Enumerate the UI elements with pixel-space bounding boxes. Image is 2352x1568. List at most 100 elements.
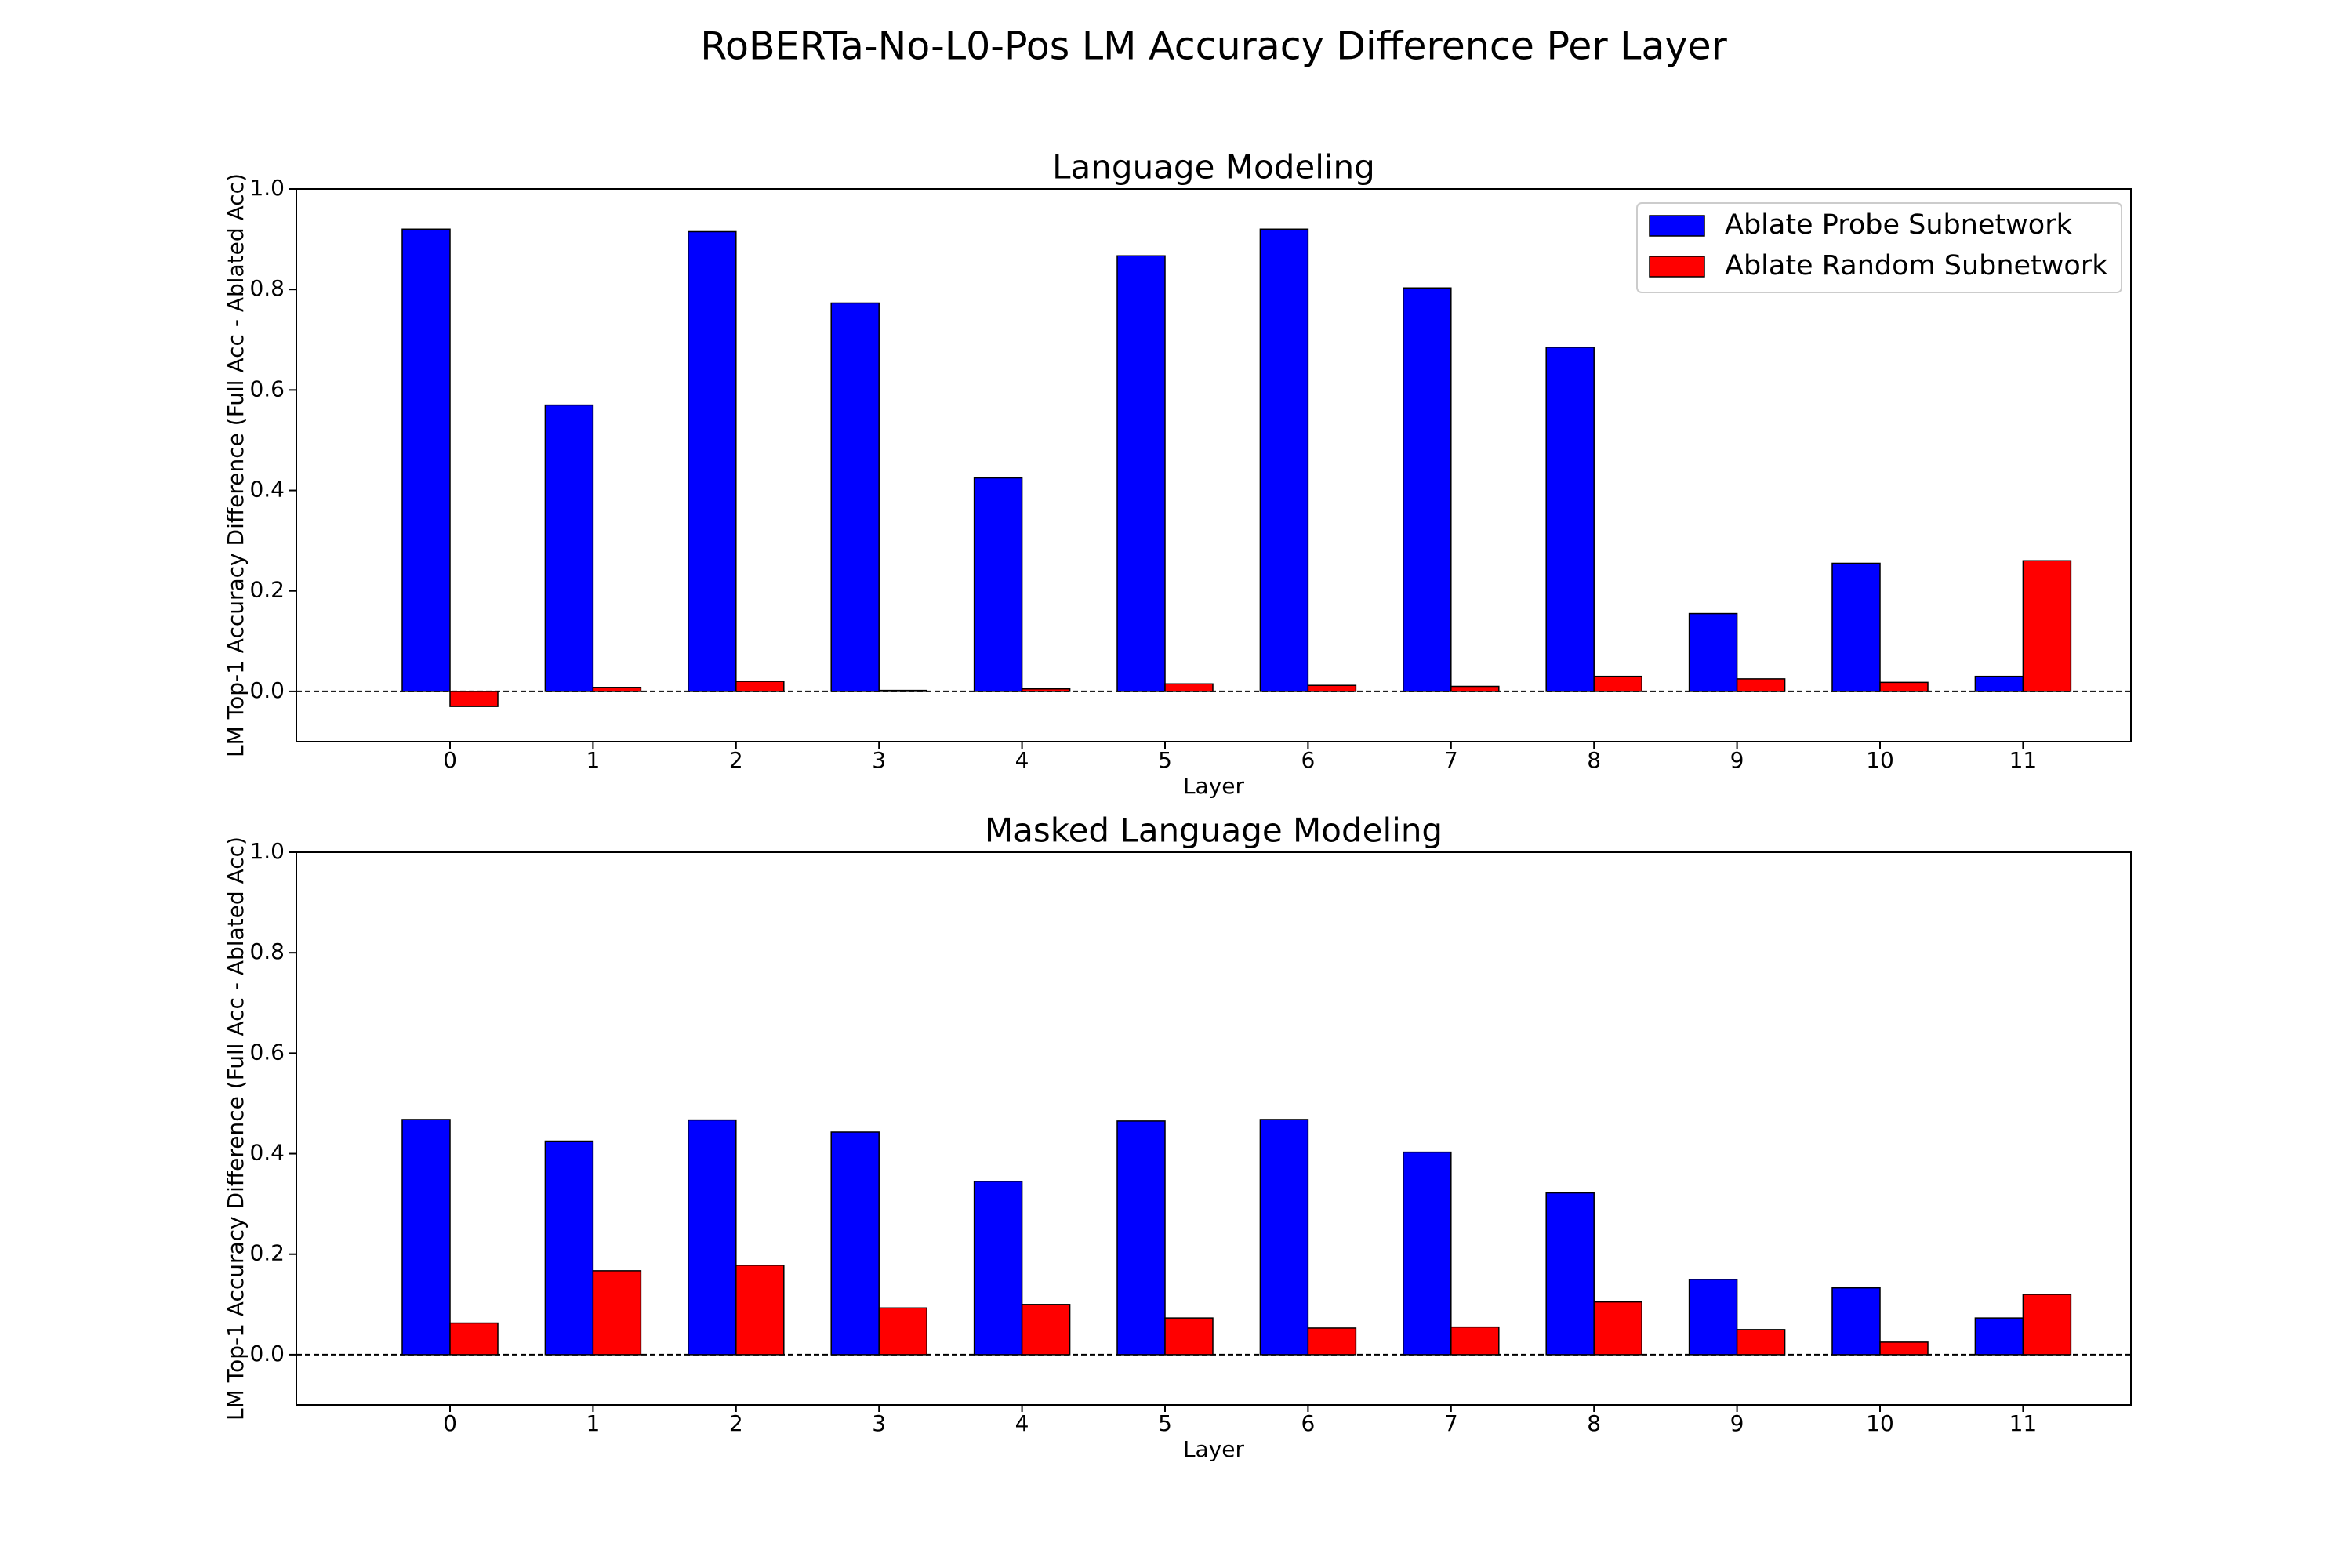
bar-series-2-layer-3 bbox=[878, 1307, 927, 1356]
bar-series-2-layer-1 bbox=[592, 1270, 642, 1356]
bar-series-1-layer-1 bbox=[544, 404, 594, 692]
y-tick-label: 0.2 bbox=[249, 1240, 285, 1266]
x-tick-label: 2 bbox=[729, 1410, 743, 1436]
y-tick-label: 0.4 bbox=[249, 477, 285, 503]
x-tick-label: 8 bbox=[1587, 747, 1601, 773]
bar-series-2-layer-8 bbox=[1593, 1301, 1642, 1356]
x-tick-label: 11 bbox=[2009, 1410, 2038, 1436]
bar-series-2-layer-2 bbox=[735, 1265, 785, 1356]
bar-series-1-layer-9 bbox=[1688, 1279, 1738, 1356]
x-tick-label: 10 bbox=[1866, 747, 1894, 773]
x-tick-label: 11 bbox=[2009, 747, 2038, 773]
bar-series-2-layer-0 bbox=[449, 691, 499, 707]
bar-series-2-layer-5 bbox=[1164, 1317, 1214, 1356]
legend-swatch bbox=[1649, 215, 1705, 237]
charts: 0.00.20.40.60.81.00 1 2 3 4 5 6 7 8 9 10 11Language… bbox=[223, 148, 2132, 1462]
legend-label: Ablate Random Subnetwork bbox=[1725, 250, 2108, 281]
bar-series-1-layer-4 bbox=[973, 1181, 1023, 1356]
subplot-title: Masked Language Modeling bbox=[985, 811, 1443, 850]
bar-series-1-layer-7 bbox=[1403, 1151, 1452, 1356]
bar-series-1-layer-11 bbox=[1974, 1317, 2024, 1356]
y-tick-label: 1.0 bbox=[249, 175, 285, 201]
y-tick-label: 0.2 bbox=[249, 577, 285, 603]
bar-series-1-layer-3 bbox=[830, 302, 880, 692]
legend-swatch bbox=[1649, 256, 1705, 278]
bar-series-1-layer-9 bbox=[1688, 612, 1738, 692]
y-tick-label: 0.6 bbox=[249, 376, 285, 401]
bar-series-2-layer-9 bbox=[1736, 1329, 1786, 1356]
bar-series-1-layer-8 bbox=[1545, 347, 1595, 692]
x-tick-label: 8 bbox=[1587, 1410, 1601, 1436]
bar-series-2-layer-6 bbox=[1307, 684, 1357, 692]
bar-series-2-layer-6 bbox=[1307, 1327, 1357, 1356]
bar-series-1-layer-2 bbox=[688, 1119, 737, 1356]
x-tick-label: 7 bbox=[1444, 747, 1458, 773]
x-tick-label: 3 bbox=[872, 1410, 886, 1436]
bar-series-1-layer-10 bbox=[1831, 562, 1881, 692]
x-tick-label: 5 bbox=[1158, 747, 1172, 773]
bar-series-1-layer-0 bbox=[401, 228, 451, 692]
bar-series-2-layer-9 bbox=[1736, 678, 1786, 692]
plot-frame bbox=[296, 851, 2132, 1406]
y-tick-label: 0.8 bbox=[249, 275, 285, 301]
bar-series-1-layer-8 bbox=[1545, 1192, 1595, 1356]
bar-series-1-layer-5 bbox=[1116, 255, 1166, 692]
x-tick-label: 4 bbox=[1015, 747, 1029, 773]
chart-2: 0.0 0.2 0.4 0.6 0.8 1.0 0 1 2 3 4 5 6 7 8 9 10 11 Masked L… bbox=[223, 811, 2132, 1462]
legend-label: Ablate Probe Subnetwork bbox=[1725, 209, 2073, 241]
y-axis-label: LM Top-1 Accuracy Difference (Full Acc -… bbox=[223, 837, 249, 1421]
x-tick-label: 6 bbox=[1301, 1410, 1315, 1436]
x-tick-label: 5 bbox=[1158, 1410, 1172, 1436]
bar-series-1-layer-4 bbox=[973, 477, 1023, 692]
x-tick-label: 10 bbox=[1866, 1410, 1894, 1436]
x-tick-label: 9 bbox=[1730, 747, 1744, 773]
subplot-title: Language Modeling bbox=[1052, 148, 1375, 187]
x-tick-label: 2 bbox=[729, 747, 743, 773]
bar-series-1-layer-0 bbox=[401, 1119, 451, 1356]
bar-series-1-layer-11 bbox=[1974, 675, 2024, 692]
bar-series-1-layer-3 bbox=[830, 1131, 880, 1356]
y-tick-label: 0.8 bbox=[249, 938, 285, 964]
bar-series-2-layer-7 bbox=[1450, 1326, 1500, 1356]
bar-series-1-layer-5 bbox=[1116, 1120, 1166, 1356]
chart-1: 0.0 0.2 0.4 0.6 0.8 1.0 0 1 2 3 4 5 6 7 8 9 10 11 Language… bbox=[223, 148, 2132, 799]
bar-series-1-layer-7 bbox=[1403, 287, 1452, 692]
y-tick-label: 0.0 bbox=[249, 677, 285, 703]
x-tick-label: 1 bbox=[586, 1410, 600, 1436]
y-tick-label: 0.4 bbox=[249, 1140, 285, 1166]
x-tick-label: 1 bbox=[586, 747, 600, 773]
x-tick-label: 4 bbox=[1015, 1410, 1029, 1436]
bar-series-1-layer-6 bbox=[1259, 228, 1309, 692]
bar-series-1-layer-1 bbox=[544, 1140, 594, 1356]
x-axis-label: Layer bbox=[1183, 773, 1245, 799]
bar-series-2-layer-2 bbox=[735, 681, 785, 692]
bar-series-2-layer-1 bbox=[592, 687, 642, 692]
bar-series-2-layer-7 bbox=[1450, 685, 1500, 692]
x-tick-label: 9 bbox=[1730, 1410, 1744, 1436]
x-tick-label: 3 bbox=[872, 747, 886, 773]
bar-series-2-layer-0 bbox=[449, 1322, 499, 1356]
bar-series-2-layer-11 bbox=[2022, 560, 2072, 692]
x-tick-label: 7 bbox=[1444, 1410, 1458, 1436]
bar-series-1-layer-10 bbox=[1831, 1287, 1881, 1356]
bar-series-2-layer-11 bbox=[2022, 1294, 2072, 1356]
bar-series-2-layer-8 bbox=[1593, 675, 1642, 692]
y-tick-label: 0.6 bbox=[249, 1039, 285, 1065]
x-tick-label: 6 bbox=[1301, 747, 1315, 773]
bar-series-1-layer-6 bbox=[1259, 1119, 1309, 1356]
bar-series-2-layer-5 bbox=[1164, 683, 1214, 692]
bar-series-1-layer-2 bbox=[688, 230, 737, 692]
y-axis-label: LM Top-1 Accuracy Difference (Full Acc -… bbox=[223, 173, 249, 757]
bar-series-2-layer-10 bbox=[1879, 681, 1929, 692]
x-tick-label: 0 bbox=[443, 1410, 457, 1436]
bar-series-2-layer-4 bbox=[1021, 1304, 1071, 1356]
plot-frame bbox=[296, 188, 2132, 742]
y-tick-label: 0.0 bbox=[249, 1341, 285, 1367]
x-tick-label: 0 bbox=[443, 747, 457, 773]
bar-series-2-layer-10 bbox=[1879, 1341, 1929, 1356]
y-tick-label: 1.0 bbox=[249, 838, 285, 864]
legend-box bbox=[1636, 202, 2122, 293]
legend: Ablate Probe Subnetwork Ablate Random Sub… bbox=[1636, 202, 2122, 293]
bar-series-2-layer-4 bbox=[1021, 688, 1071, 692]
